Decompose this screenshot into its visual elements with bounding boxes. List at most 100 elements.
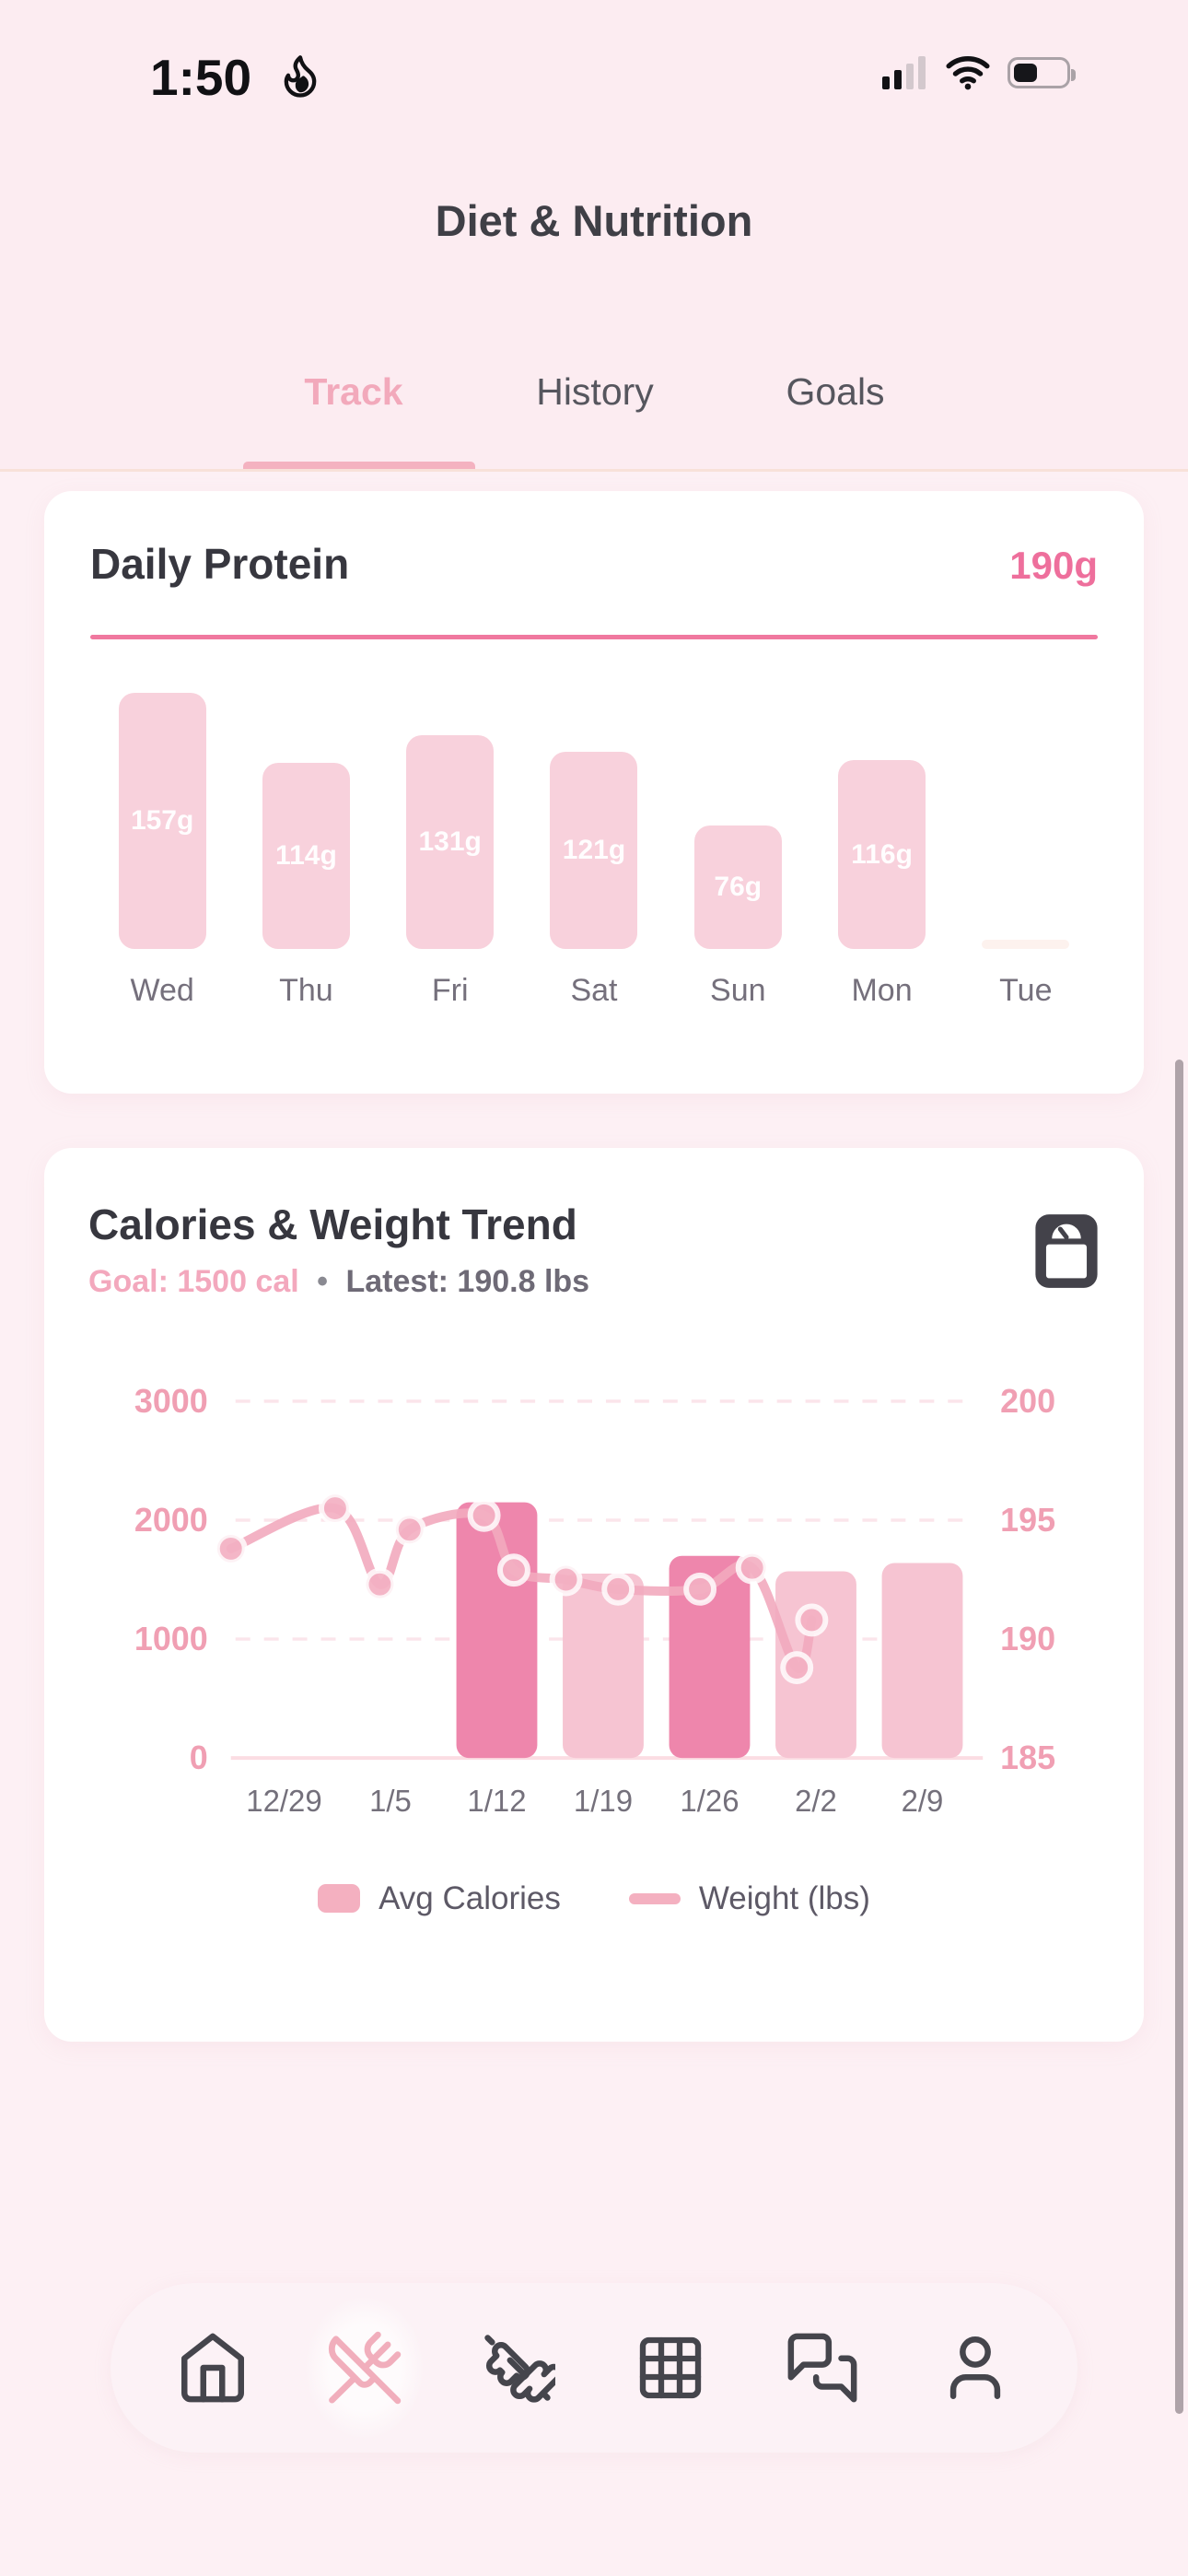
protein-column: 121g: [522, 639, 666, 949]
protein-bar: [982, 940, 1070, 949]
protein-column: 116g: [809, 639, 953, 949]
nav-profile[interactable]: [911, 2303, 1040, 2432]
protein-card-title: Daily Protein: [90, 540, 350, 588]
protein-column: 114g: [234, 639, 378, 949]
tab-history[interactable]: History: [536, 370, 654, 413]
messages-icon: [788, 2333, 857, 2403]
weight-point: [318, 1492, 352, 1526]
protein-day-label: Mon: [851, 973, 913, 1008]
svg-text:190: 190: [1000, 1620, 1055, 1657]
svg-text:1000: 1000: [134, 1620, 208, 1657]
svg-text:195: 195: [1000, 1501, 1055, 1539]
protein-bar: 76g: [693, 825, 782, 949]
weight-point: [735, 1551, 769, 1585]
protein-bar-chart: 157g 114g 131g 121g 76g 116g: [90, 639, 1098, 949]
legend-label: Weight (lbs): [698, 1879, 870, 1916]
svg-text:1/5: 1/5: [369, 1784, 412, 1818]
calorie-bar: [669, 1555, 751, 1759]
nav-messages[interactable]: [758, 2303, 887, 2432]
scrollbar[interactable]: [1175, 1060, 1183, 2414]
utensils-crossed-icon: [329, 2331, 402, 2405]
svg-text:2/9: 2/9: [902, 1784, 944, 1818]
weight-point: [467, 1498, 501, 1532]
svg-text:2000: 2000: [134, 1501, 208, 1539]
scale-icon[interactable]: [1033, 1212, 1100, 1294]
legend-line-swatch: [628, 1892, 681, 1904]
protein-day-label: Sat: [570, 973, 618, 1008]
legend-bar-swatch: [318, 1884, 361, 1914]
protein-day-label: Sun: [710, 973, 766, 1008]
protein-bar-value: 131g: [418, 826, 482, 857]
battery-icon: [1007, 57, 1076, 88]
weight-point: [683, 1572, 717, 1606]
svg-text:185: 185: [1000, 1739, 1055, 1776]
tab-track[interactable]: Track: [304, 370, 403, 413]
trend-card: Calories & Weight Trend Goal: 1500 cal •…: [44, 1148, 1144, 2042]
weight-point: [214, 1531, 248, 1565]
protein-day-labels: Wed Thu Fri Sat Sun Mon Tue: [90, 973, 1098, 1009]
trend-chart: 0 1000 2000 3000 185 190 195 200 12/29 1/5 1/12 1/1…: [88, 1337, 1100, 1875]
user-icon: [949, 2336, 1001, 2399]
nav-home[interactable]: [148, 2303, 277, 2432]
dumbbell-icon: [484, 2335, 556, 2403]
home-icon: [181, 2333, 244, 2403]
nav-workouts[interactable]: [453, 2303, 582, 2432]
nav-planner[interactable]: [606, 2303, 735, 2432]
protein-goal-line: [90, 635, 1098, 639]
svg-text:1/26: 1/26: [680, 1784, 739, 1818]
wifi-icon: [946, 56, 990, 90]
protein-bar-value: 114g: [275, 840, 337, 871]
calorie-bar: [563, 1574, 644, 1759]
protein-day-label: Thu: [279, 973, 333, 1008]
tabbar-divider: [0, 469, 1188, 472]
weight-point: [795, 1603, 829, 1637]
cellular-icon: [882, 56, 926, 89]
svg-text:3000: 3000: [134, 1382, 208, 1420]
protein-goal-value: 190g: [1009, 544, 1098, 587]
protein-bar: 157g: [118, 693, 206, 949]
weight-point: [601, 1572, 635, 1606]
svg-text:1/12: 1/12: [467, 1784, 526, 1818]
legend-item: Avg Calories: [318, 1880, 561, 1917]
tab-bar: Track History Goals: [0, 357, 1188, 469]
subtitle-separator: •: [317, 1264, 329, 1299]
protein-bar-value: 157g: [130, 805, 194, 836]
weight-point: [363, 1567, 397, 1601]
latest-weight-text: Latest: 190.8 lbs: [345, 1264, 590, 1299]
svg-text:200: 200: [1000, 1382, 1055, 1420]
protein-bar: 114g: [262, 763, 350, 949]
tab-goals[interactable]: Goals: [786, 370, 885, 413]
svg-text:2/2: 2/2: [795, 1784, 837, 1818]
svg-text:0: 0: [190, 1739, 208, 1776]
protein-day-label: Fri: [431, 973, 469, 1008]
trend-card-title: Calories & Weight Trend: [88, 1200, 577, 1248]
flame-icon: [276, 50, 324, 110]
protein-column: [954, 639, 1098, 949]
weight-point: [780, 1651, 814, 1685]
legend-item: Weight (lbs): [628, 1879, 870, 1917]
protein-day-label: Wed: [130, 973, 194, 1008]
protein-column: 157g: [90, 639, 234, 949]
protein-column: 76g: [666, 639, 809, 949]
protein-bar: 121g: [550, 752, 638, 949]
svg-text:1/19: 1/19: [574, 1784, 633, 1818]
weight-point: [392, 1513, 426, 1547]
calorie-goal-text: Goal: 1500 cal: [88, 1264, 299, 1299]
protein-bar-value: 121g: [562, 835, 626, 865]
weight-point: [496, 1553, 530, 1587]
chart-legend: Avg Calories Weight (lbs): [88, 1880, 1100, 1917]
grid-icon: [639, 2336, 701, 2399]
protein-bar-value: 116g: [851, 838, 913, 870]
page-title: Diet & Nutrition: [435, 196, 753, 245]
protein-bar: 116g: [838, 760, 926, 949]
protein-day-label: Tue: [999, 973, 1053, 1008]
active-tab-indicator: [243, 462, 475, 469]
status-bar: 1:50: [0, 48, 1188, 112]
bottom-nav: [111, 2283, 1077, 2453]
header-background: [0, 0, 1188, 471]
legend-label: Avg Calories: [379, 1879, 561, 1916]
protein-column: 131g: [379, 639, 522, 949]
protein-bar-value: 76g: [714, 872, 763, 902]
nav-nutrition[interactable]: [300, 2296, 429, 2440]
